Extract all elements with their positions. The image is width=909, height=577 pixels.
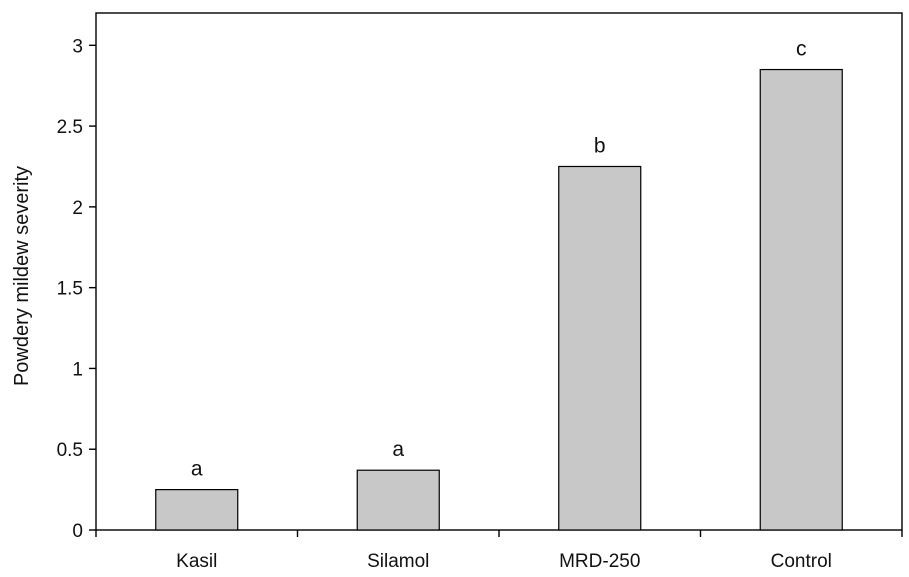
significance-letters: a a b c [191,38,807,481]
bar-silamol [356,469,440,531]
y-axis-ticks: 0 0.5 1 1.5 2 2.5 3 [57,36,903,542]
x-tick-label: Silamol [367,551,429,572]
y-tick-label: 2.5 [57,117,83,138]
x-tick-label: MRD-250 [559,551,640,572]
bars [155,68,843,531]
x-tick-label: Kasil [176,551,217,572]
significance-letter: a [191,458,203,481]
x-tick-label: Control [771,551,832,572]
y-tick-label: 1 [72,359,83,380]
y-tick-label: 3 [72,36,83,57]
significance-letter: a [392,438,404,461]
y-tick-label: 1.5 [57,279,83,300]
y-axis-title: Powdery mildew severity [11,166,33,386]
bar-mrd-250 [558,165,642,531]
y-tick-label: 0.5 [57,440,83,461]
bar-control [759,68,843,531]
y-tick-label: 0 [72,521,83,542]
x-axis-labels: Kasil Silamol MRD-250 Control [176,551,832,572]
y-tick-label: 2 [72,198,83,219]
significance-letter: b [594,134,606,157]
bar-kasil [155,489,239,531]
significance-letter: c [796,38,807,61]
